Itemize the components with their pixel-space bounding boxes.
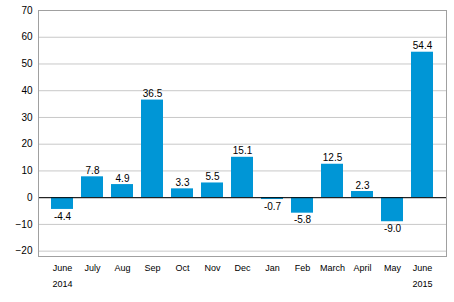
svg-text:June: June bbox=[53, 263, 73, 273]
svg-text:-0.7: -0.7 bbox=[264, 201, 282, 212]
svg-text:July: July bbox=[84, 263, 101, 273]
svg-text:Jan: Jan bbox=[265, 263, 280, 273]
svg-text:3.3: 3.3 bbox=[176, 177, 190, 188]
svg-text:June: June bbox=[413, 263, 433, 273]
svg-text:March: March bbox=[320, 263, 345, 273]
svg-text:5.5: 5.5 bbox=[206, 171, 220, 182]
svg-text:4.9: 4.9 bbox=[116, 173, 130, 184]
svg-text:Feb: Feb bbox=[295, 263, 311, 273]
svg-text:−20: −20 bbox=[16, 245, 33, 256]
svg-text:-9.0: -9.0 bbox=[384, 223, 402, 234]
svg-text:Sep: Sep bbox=[144, 263, 160, 273]
svg-text:Dec: Dec bbox=[234, 263, 251, 273]
svg-text:2015: 2015 bbox=[412, 279, 432, 289]
svg-text:0: 0 bbox=[27, 192, 33, 203]
svg-text:Aug: Aug bbox=[114, 263, 130, 273]
svg-text:2014: 2014 bbox=[52, 279, 72, 289]
svg-text:54.4: 54.4 bbox=[413, 40, 433, 51]
svg-text:50: 50 bbox=[21, 58, 33, 69]
svg-text:15.1: 15.1 bbox=[233, 145, 253, 156]
svg-text:Oct: Oct bbox=[175, 263, 190, 273]
svg-text:10: 10 bbox=[21, 165, 33, 176]
svg-text:-5.8: -5.8 bbox=[294, 214, 312, 225]
svg-text:70: 70 bbox=[21, 5, 33, 16]
svg-text:40: 40 bbox=[21, 85, 33, 96]
svg-text:May: May bbox=[384, 263, 402, 273]
svg-text:12.5: 12.5 bbox=[323, 152, 343, 163]
svg-text:-4.4: -4.4 bbox=[54, 211, 72, 222]
svg-text:36.5: 36.5 bbox=[143, 88, 163, 99]
svg-text:60: 60 bbox=[21, 31, 33, 42]
svg-text:7.8: 7.8 bbox=[86, 165, 100, 176]
svg-text:−10: −10 bbox=[16, 219, 33, 230]
svg-text:April: April bbox=[353, 263, 371, 273]
svg-text:Nov: Nov bbox=[204, 263, 221, 273]
svg-text:2.3: 2.3 bbox=[356, 180, 370, 191]
svg-text:20: 20 bbox=[21, 138, 33, 149]
svg-text:30: 30 bbox=[21, 112, 33, 123]
